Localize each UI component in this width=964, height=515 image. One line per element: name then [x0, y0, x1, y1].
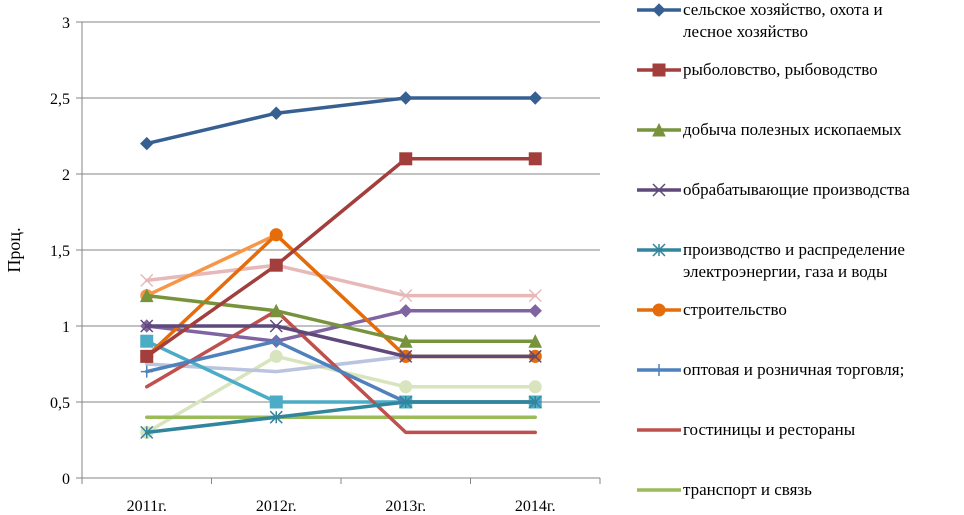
series-line: [145, 293, 537, 343]
data-point-marker: [399, 91, 413, 105]
data-point-marker: [140, 365, 153, 378]
legend-label: транспорт и связь: [683, 480, 812, 499]
legend-entry: оптовая и розничная торговля;: [637, 360, 904, 379]
data-point-marker: [269, 319, 283, 333]
legend-label: обрабатывающие производства: [683, 180, 910, 199]
y-tick-label: 1,5: [50, 243, 70, 260]
x-tick-label: 2013г.: [385, 498, 426, 515]
data-point-marker: [140, 349, 154, 363]
y-tick-label: 2: [62, 167, 70, 184]
legend-label: строительство: [683, 300, 787, 319]
data-point-marker: [399, 304, 413, 318]
y-tick-labels: 0 0,5 1 1,5 2 2,5 3: [50, 15, 70, 488]
y-tick-label: 1: [62, 319, 70, 336]
legend-entry: обрабатывающие производства: [637, 180, 910, 199]
y-tick-label: 0: [62, 471, 70, 488]
data-point-marker: [140, 334, 154, 348]
legend-entry: добыча полезных ископаемых: [637, 120, 902, 139]
data-point-marker: [528, 304, 542, 318]
data-point-marker: [269, 395, 283, 409]
legend-entry: сельское хозяйство, охота и лесное хозяйс…: [637, 0, 883, 41]
data-point-marker: [528, 380, 542, 394]
series-line: [145, 400, 537, 435]
data-point-marker: [399, 152, 413, 166]
series-line: [145, 324, 537, 359]
legend-entry: производство и распределение электроэнерг…: [637, 240, 905, 281]
x-tick-labels: 2011г. 2012г. 2013г. 2014г.: [127, 498, 556, 515]
data-point-marker: [270, 335, 283, 348]
data-point-marker: [528, 289, 542, 303]
legend-entry: транспорт и связь: [637, 480, 812, 499]
legend-entry: рыболовство, рыбоводство: [637, 60, 878, 79]
legend-marker: [652, 3, 666, 17]
data-point-marker: [528, 349, 542, 363]
legend-label: рыболовство, рыбоводство: [683, 60, 878, 79]
series-line: [145, 96, 537, 146]
series-line-group: [140, 152, 542, 363]
data-point-marker: [140, 136, 154, 151]
series-line-group: [139, 288, 543, 348]
legend-label: производство и распределение: [683, 240, 905, 259]
series-line: [145, 157, 537, 359]
legend-entry: строительство: [637, 300, 787, 319]
y-tick-label: 3: [62, 15, 70, 32]
series-line-group: [140, 395, 542, 439]
data-point-marker: [398, 334, 413, 348]
legend-label: сельское хозяйство, охота и: [683, 0, 883, 19]
x-tick-label: 2011г.: [127, 498, 167, 515]
legend-marker: [652, 63, 666, 77]
y-axis-title: Проц.: [4, 227, 24, 272]
data-point-marker: [269, 228, 283, 242]
legend-label: оптовая и розничная торговля;: [683, 360, 904, 379]
data-point-marker: [140, 425, 154, 439]
legend: сельское хозяйство, охота и лесное хозяйс…: [637, 0, 910, 499]
series-line-group: [140, 319, 542, 363]
legend-marker: [652, 243, 666, 257]
data-point-marker: [269, 410, 283, 424]
legend-marker: [653, 364, 665, 376]
data-point-marker: [139, 288, 154, 303]
legend-marker: [652, 303, 666, 317]
data-point-marker: [140, 273, 154, 287]
series-line-group: [140, 91, 542, 151]
data-point-marker: [269, 106, 283, 120]
series-group: [139, 91, 543, 439]
legend-entry: гостиницы и рестораны: [637, 420, 856, 439]
data-point-marker: [269, 258, 283, 272]
data-point-marker: [528, 334, 543, 348]
y-tick-label: 2,5: [50, 91, 70, 108]
data-point-marker: [399, 380, 413, 394]
y-tick-label: 0,5: [50, 395, 70, 412]
legend-label: добыча полезных ископаемых: [683, 120, 902, 139]
data-point-marker: [528, 395, 542, 409]
legend-label: электроэнергии, газа и воды: [683, 262, 888, 281]
data-point-marker: [399, 289, 413, 303]
legend-marker: [652, 122, 666, 137]
x-tick-label: 2012г.: [256, 498, 297, 515]
axes: [76, 21, 601, 484]
data-point-marker: [528, 91, 542, 105]
data-point-marker: [528, 152, 542, 166]
data-point-marker: [269, 303, 284, 318]
legend-label: лесное хозяйство: [683, 22, 808, 41]
legend-label: гостиницы и рестораны: [683, 420, 856, 439]
series-line: [145, 263, 537, 298]
x-tick-label: 2014г.: [515, 498, 556, 515]
data-point-marker: [140, 319, 154, 333]
data-point-marker: [399, 349, 413, 363]
data-point-marker: [399, 395, 413, 409]
legend-marker: [652, 183, 666, 197]
data-point-marker: [269, 349, 283, 363]
